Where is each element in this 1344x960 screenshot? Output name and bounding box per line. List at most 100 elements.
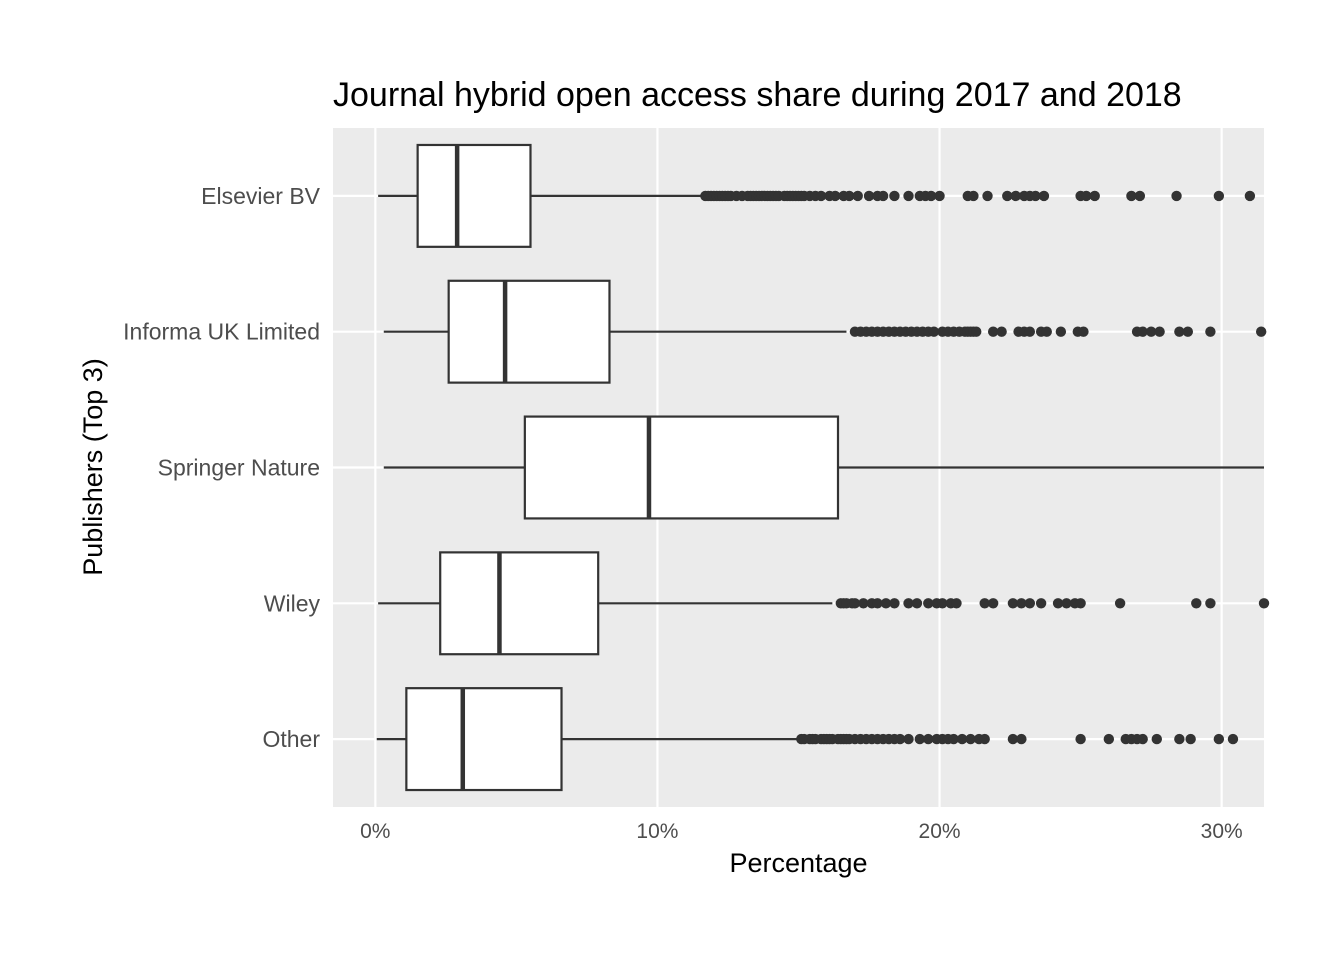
outlier-point — [889, 190, 900, 202]
box-springer-nature — [383, 415, 1264, 520]
outlier-point — [1030, 190, 1041, 202]
x-tick-labels: 0% 10% 20% 30% — [360, 820, 1243, 843]
outlier-point — [956, 733, 968, 745]
outlier-point — [968, 190, 979, 202]
outlier-point — [1145, 326, 1157, 337]
category-labels: Elsevier BV Informa UK Limited Springer Na… — [123, 183, 321, 752]
outlier-point — [1078, 326, 1089, 337]
outlier-point — [928, 326, 940, 337]
outlier-point — [1227, 733, 1239, 745]
category-label: Other — [262, 726, 320, 752]
outlier-point — [1103, 733, 1115, 745]
outlier-point — [1255, 326, 1267, 337]
outlier-point — [1134, 190, 1146, 202]
outlier-point — [1137, 733, 1148, 745]
outlier-point — [1171, 190, 1182, 202]
outlier-point — [872, 598, 883, 609]
box-layer — [376, 143, 1270, 792]
category-label: Informa UK Limited — [123, 319, 320, 345]
outlier-point — [1213, 733, 1225, 745]
outlier-point — [965, 733, 976, 745]
outlier-point — [923, 598, 934, 609]
outlier-point — [1010, 190, 1021, 202]
outlier-point — [1016, 733, 1027, 745]
outlier-point — [1007, 733, 1019, 745]
outlier-point — [903, 190, 914, 202]
box-wiley — [378, 551, 1270, 656]
outlier-point — [858, 598, 869, 609]
outlier-point — [1174, 733, 1185, 745]
outlier-point — [852, 190, 863, 202]
outlier-point — [1016, 598, 1027, 609]
x-axis-title: Percentage — [729, 848, 867, 878]
outlier-point — [829, 190, 841, 202]
outlier-point — [914, 733, 926, 745]
outlier-point — [1055, 326, 1067, 337]
outlier-point — [1182, 326, 1194, 337]
outlier-point — [937, 598, 948, 609]
x-tick-label: 0% — [360, 820, 390, 843]
x-tick-label: 10% — [636, 820, 678, 843]
outlier-point — [911, 598, 923, 609]
outlier-point — [1052, 598, 1064, 609]
outlier-point — [1075, 598, 1086, 609]
outlier-point — [903, 598, 914, 609]
outlier-point — [1114, 598, 1126, 609]
outlier-point — [1041, 326, 1052, 337]
outlier-point — [1244, 190, 1256, 202]
x-tick-label: 20% — [919, 820, 961, 843]
outlier-point — [1258, 598, 1270, 609]
iqr-box — [416, 143, 532, 248]
category-label: Elsevier BV — [201, 183, 321, 209]
iqr-box — [447, 279, 611, 384]
outlier-point — [1137, 326, 1148, 337]
outlier-point — [1205, 598, 1216, 609]
outlier-point — [1061, 598, 1072, 609]
outlier-point — [979, 733, 990, 745]
outlier-point — [1035, 598, 1047, 609]
chart-title: Journal hybrid open access share during … — [333, 76, 1182, 114]
outlier-point — [1126, 190, 1137, 202]
outlier-point — [889, 598, 900, 609]
outlier-point — [923, 733, 934, 745]
outlier-point — [894, 733, 906, 745]
category-label: Wiley — [264, 590, 321, 616]
outlier-point — [951, 598, 962, 609]
y-axis-title: Publishers (Top 3) — [78, 358, 108, 576]
box-other — [376, 687, 1239, 792]
outlier-point — [1075, 733, 1086, 745]
iqr-box — [405, 687, 563, 792]
outlier-point — [1185, 733, 1196, 745]
outlier-point — [987, 326, 999, 337]
outlier-point — [815, 190, 827, 202]
outlier-point — [1205, 326, 1216, 337]
outlier-point — [1089, 190, 1100, 202]
outlier-point — [1151, 733, 1162, 745]
category-label: Springer Nature — [158, 455, 320, 481]
box-informa-uk-limited — [383, 279, 1267, 384]
outlier-point — [996, 326, 1007, 337]
outlier-point — [1002, 190, 1013, 202]
x-tick-label: 30% — [1201, 820, 1243, 843]
outlier-point — [1024, 326, 1036, 337]
outlier-point — [948, 733, 959, 745]
outlier-point — [1154, 326, 1165, 337]
outlier-point — [880, 598, 892, 609]
iqr-box — [439, 551, 600, 656]
outlier-point — [979, 598, 990, 609]
iqr-box — [523, 415, 840, 520]
outlier-point — [1191, 598, 1202, 609]
outlier-point — [1038, 190, 1050, 202]
outlier-point — [987, 598, 999, 609]
outlier-point — [925, 190, 937, 202]
outlier-point — [1174, 326, 1185, 337]
outlier-point — [877, 190, 889, 202]
outlier-point — [1081, 190, 1092, 202]
outlier-point — [1024, 598, 1036, 609]
outlier-point — [849, 598, 861, 609]
outlier-point — [844, 190, 855, 202]
box-elsevier-bv — [378, 143, 1256, 248]
outlier-point — [903, 733, 914, 745]
outlier-point — [982, 190, 993, 202]
